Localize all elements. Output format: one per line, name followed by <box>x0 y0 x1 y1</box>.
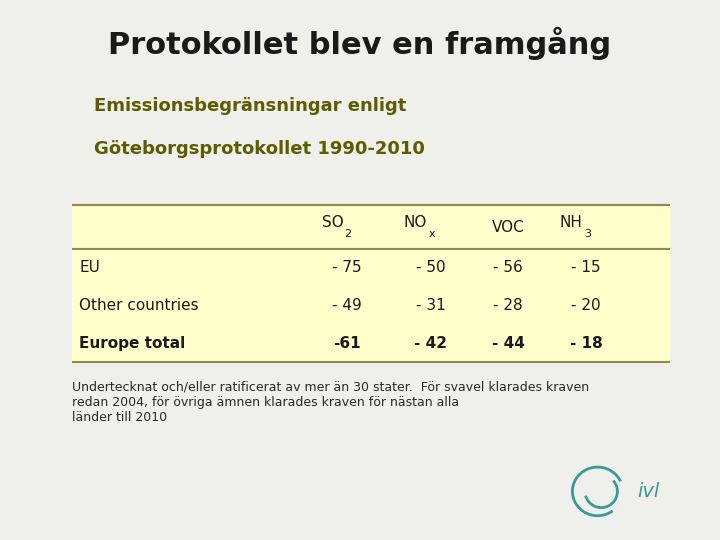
Text: -61: -61 <box>333 335 361 350</box>
Text: 2: 2 <box>344 228 351 239</box>
Text: EU: EU <box>79 260 100 275</box>
FancyBboxPatch shape <box>72 205 670 362</box>
Text: - 49: - 49 <box>332 298 361 313</box>
Text: - 31: - 31 <box>415 298 446 313</box>
Text: Other countries: Other countries <box>79 298 199 313</box>
Text: SO: SO <box>322 215 343 230</box>
Text: - 15: - 15 <box>571 260 600 275</box>
Text: 3: 3 <box>584 228 591 239</box>
Text: - 75: - 75 <box>332 260 361 275</box>
Text: - 50: - 50 <box>415 260 446 275</box>
Text: Protokollet blev en framgång: Protokollet blev en framgång <box>109 27 611 60</box>
Text: - 18: - 18 <box>570 335 603 350</box>
Text: NH: NH <box>559 215 582 230</box>
Text: NO: NO <box>404 215 427 230</box>
Text: x: x <box>428 228 435 239</box>
Text: - 56: - 56 <box>493 260 523 275</box>
Text: ivl: ivl <box>637 482 660 501</box>
Text: - 20: - 20 <box>571 298 600 313</box>
Text: Göteborgsprotokollet 1990-2010: Göteborgsprotokollet 1990-2010 <box>94 140 425 158</box>
Text: VOC: VOC <box>492 220 525 234</box>
Text: - 42: - 42 <box>414 335 447 350</box>
Text: - 44: - 44 <box>492 335 525 350</box>
Text: - 28: - 28 <box>493 298 523 313</box>
Text: Emissionsbegränsningar enligt: Emissionsbegränsningar enligt <box>94 97 406 115</box>
Text: Europe total: Europe total <box>79 335 186 350</box>
Text: Undertecknat och/eller ratificerat av mer än 30 stater.  För svavel klarades kra: Undertecknat och/eller ratificerat av me… <box>72 381 589 424</box>
